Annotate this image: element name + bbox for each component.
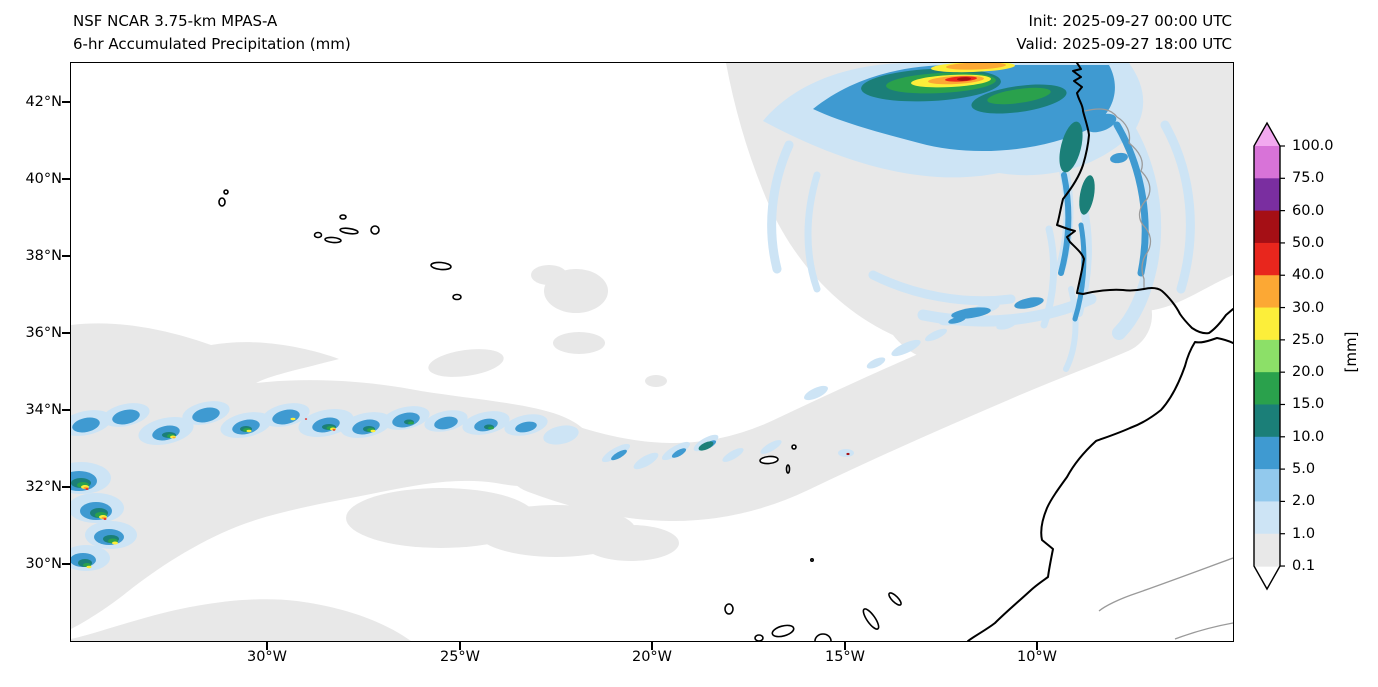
y-axis-tick-label: 38°N — [25, 248, 62, 264]
y-axis-tick-mark — [62, 178, 70, 180]
x-axis-tick-label: 15°W — [824, 649, 866, 665]
island-santa-maria — [452, 293, 462, 301]
y-axis-tick-mark — [62, 255, 70, 257]
colorbar-segment — [1254, 339, 1280, 373]
y-axis-tick-label: 36°N — [25, 325, 62, 341]
colorbar-tick-label: 30.0 — [1292, 299, 1325, 316]
island-pico — [324, 236, 342, 244]
time-info: Init: 2025-09-27 00:00 UTC Valid: 2025-0… — [1016, 10, 1232, 56]
coastline-iberia — [1056, 63, 1233, 335]
x-axis-tick-label: 20°W — [631, 649, 673, 665]
island-corvo — [223, 189, 229, 195]
colorbar-segment — [1254, 275, 1280, 309]
map-axes — [70, 62, 1234, 642]
colorbar-tick-label: 25.0 — [1292, 331, 1325, 348]
colorbar-tick-label: 50.0 — [1292, 234, 1325, 251]
coastlines — [967, 63, 1233, 641]
x-axis-tick-mark — [459, 641, 461, 650]
island-lanzarote — [888, 592, 902, 606]
island-la-gomera — [754, 634, 764, 641]
x-axis-tick-label: 30°W — [246, 649, 288, 665]
border-morocco-algeria — [1098, 557, 1233, 612]
colorbar-segment — [1254, 533, 1280, 567]
colorbar-segment — [1254, 307, 1280, 341]
colorbar-tick-label: 10.0 — [1292, 428, 1325, 445]
coastline-morocco — [967, 337, 1233, 641]
colorbar-outline — [1253, 121, 1281, 591]
colorbar-tick-label: 1.0 — [1292, 525, 1316, 542]
colorbar-segment — [1254, 242, 1280, 276]
border-bottom-right — [1174, 622, 1233, 640]
colorbar-segment — [1254, 501, 1280, 535]
product-name: 6-hr Accumulated Precipitation (mm) — [73, 35, 351, 53]
y-axis-tick-label: 34°N — [25, 402, 62, 418]
colorbar-tick-label: 5.0 — [1292, 461, 1316, 478]
island-faial — [313, 231, 323, 239]
x-axis-tick-label: 10°W — [1016, 649, 1058, 665]
y-axis-tick-mark — [62, 563, 70, 565]
y-axis-tick-mark — [62, 101, 70, 103]
island-sao-miguel — [430, 261, 452, 271]
map-canvas — [71, 63, 1233, 641]
colorbar-tick-label: 60.0 — [1292, 202, 1325, 219]
island-tenerife — [771, 624, 795, 638]
precip-layer-dark-red — [846, 77, 971, 456]
island-sao-jorge — [339, 227, 359, 235]
colorbar-tick-label: 75.0 — [1292, 170, 1325, 187]
colorbar — [1253, 121, 1285, 591]
border-portugal-spain — [1084, 108, 1152, 289]
colorbar-segment — [1254, 178, 1280, 212]
colorbar-segment — [1254, 436, 1280, 470]
x-axis-tick-mark — [266, 641, 268, 650]
island-selvagens — [809, 557, 814, 562]
y-axis-tick-mark — [62, 486, 70, 488]
colorbar-over-arrow — [1254, 123, 1280, 146]
island-desertas — [785, 464, 791, 474]
colorbar-segment — [1254, 469, 1280, 503]
island-terceira — [370, 225, 380, 235]
model-name: NSF NCAR 3.75-km MPAS-A — [73, 12, 278, 30]
colorbar-segment — [1254, 210, 1280, 244]
y-axis-tick-mark — [62, 332, 70, 334]
colorbar-tick-label: 40.0 — [1292, 267, 1325, 284]
colorbar-segment — [1254, 146, 1280, 179]
init-time: Init: 2025-09-27 00:00 UTC — [1028, 12, 1232, 30]
island-flores — [218, 197, 226, 207]
x-axis-tick-mark — [651, 641, 653, 650]
y-axis-tick-label: 32°N — [25, 479, 62, 495]
island-la-palma — [724, 603, 734, 615]
plot-title: NSF NCAR 3.75-km MPAS-A 6-hr Accumulated… — [73, 10, 351, 56]
island-fuerteventura — [862, 608, 880, 630]
island-madeira — [759, 455, 779, 465]
y-axis-tick-label: 40°N — [25, 171, 62, 187]
colorbar-segment — [1254, 404, 1280, 438]
colorbar-tick-label: 2.0 — [1292, 493, 1316, 510]
y-axis-tick-label: 30°N — [25, 556, 62, 572]
colorbar-unit-label: [mm] — [1342, 331, 1360, 373]
colorbar-tick-label: 20.0 — [1292, 364, 1325, 381]
x-axis-tick-mark — [1036, 641, 1038, 650]
country-borders — [1084, 108, 1233, 640]
colorbar-tick-label: 0.1 — [1292, 558, 1316, 575]
colorbar-tick-label: 15.0 — [1292, 396, 1325, 413]
x-axis-tick-label: 25°W — [439, 649, 481, 665]
island-gran-canaria — [814, 633, 832, 641]
y-axis-tick-mark — [62, 409, 70, 411]
colorbar-tick-label: 100.0 — [1292, 138, 1334, 154]
island-porto-santo — [791, 444, 797, 450]
colorbar-under-arrow — [1254, 566, 1280, 590]
islands — [218, 189, 902, 641]
x-axis-tick-mark — [844, 641, 846, 650]
valid-time: Valid: 2025-09-27 18:00 UTC — [1016, 35, 1232, 53]
colorbar-segment — [1254, 372, 1280, 406]
island-graciosa — [339, 214, 347, 220]
y-axis-tick-label: 42°N — [25, 94, 62, 110]
